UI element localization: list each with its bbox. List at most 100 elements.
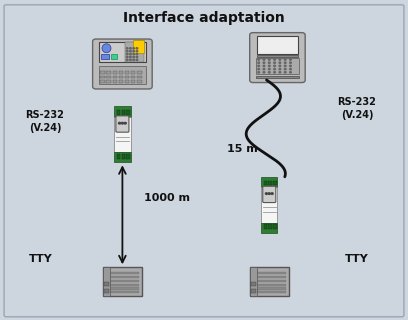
FancyBboxPatch shape (264, 180, 267, 185)
Circle shape (263, 62, 265, 63)
FancyBboxPatch shape (273, 225, 277, 229)
Circle shape (284, 62, 286, 63)
Circle shape (130, 53, 131, 55)
FancyBboxPatch shape (273, 180, 277, 185)
Circle shape (268, 193, 270, 194)
FancyBboxPatch shape (103, 267, 110, 296)
FancyBboxPatch shape (4, 5, 404, 317)
Circle shape (136, 59, 138, 60)
FancyBboxPatch shape (268, 180, 272, 185)
FancyBboxPatch shape (104, 282, 109, 286)
Circle shape (133, 51, 135, 52)
Circle shape (279, 65, 281, 67)
Circle shape (274, 68, 275, 70)
FancyBboxPatch shape (125, 71, 129, 74)
FancyBboxPatch shape (256, 58, 299, 74)
FancyBboxPatch shape (117, 154, 120, 158)
FancyBboxPatch shape (105, 284, 140, 286)
Circle shape (258, 59, 259, 60)
FancyBboxPatch shape (251, 282, 256, 286)
Circle shape (130, 59, 131, 60)
Circle shape (136, 56, 138, 58)
Circle shape (258, 68, 259, 70)
FancyBboxPatch shape (125, 76, 129, 78)
FancyBboxPatch shape (252, 291, 286, 293)
Ellipse shape (102, 44, 111, 53)
FancyBboxPatch shape (105, 280, 140, 282)
Circle shape (266, 193, 268, 194)
FancyBboxPatch shape (131, 71, 135, 74)
Circle shape (268, 62, 270, 63)
FancyBboxPatch shape (105, 291, 140, 293)
FancyBboxPatch shape (113, 76, 117, 78)
FancyBboxPatch shape (125, 80, 129, 83)
Circle shape (268, 65, 270, 67)
FancyBboxPatch shape (116, 116, 129, 132)
FancyBboxPatch shape (100, 80, 105, 83)
Circle shape (268, 68, 270, 70)
Circle shape (133, 56, 135, 58)
FancyBboxPatch shape (103, 267, 142, 296)
Circle shape (274, 72, 275, 73)
Circle shape (279, 59, 281, 60)
Circle shape (284, 72, 286, 73)
FancyBboxPatch shape (99, 42, 146, 62)
FancyBboxPatch shape (125, 42, 144, 62)
FancyBboxPatch shape (252, 284, 286, 286)
Circle shape (126, 51, 128, 52)
FancyBboxPatch shape (131, 80, 135, 83)
Circle shape (284, 68, 286, 70)
Text: RS-232: RS-232 (337, 97, 377, 108)
FancyBboxPatch shape (122, 154, 125, 158)
FancyBboxPatch shape (137, 80, 142, 83)
FancyBboxPatch shape (119, 71, 123, 74)
Circle shape (274, 59, 275, 60)
Circle shape (263, 65, 265, 67)
FancyBboxPatch shape (114, 152, 131, 163)
FancyBboxPatch shape (114, 106, 131, 117)
FancyBboxPatch shape (113, 80, 117, 83)
FancyBboxPatch shape (261, 177, 277, 187)
Circle shape (130, 48, 131, 49)
FancyBboxPatch shape (101, 54, 109, 59)
Text: (V.24): (V.24) (341, 110, 373, 120)
FancyBboxPatch shape (99, 66, 146, 84)
Text: RS-232: RS-232 (25, 110, 64, 120)
FancyBboxPatch shape (251, 289, 256, 293)
FancyBboxPatch shape (264, 225, 267, 229)
Circle shape (126, 59, 128, 60)
FancyBboxPatch shape (100, 71, 105, 74)
Circle shape (258, 62, 259, 63)
Circle shape (136, 53, 138, 55)
FancyBboxPatch shape (111, 54, 117, 59)
Circle shape (284, 59, 286, 60)
FancyBboxPatch shape (250, 33, 305, 83)
Circle shape (290, 68, 291, 70)
Circle shape (290, 59, 291, 60)
Circle shape (122, 122, 123, 124)
Circle shape (136, 48, 138, 49)
Text: 1000 m: 1000 m (144, 193, 190, 204)
Circle shape (279, 68, 281, 70)
FancyBboxPatch shape (268, 225, 272, 229)
FancyBboxPatch shape (250, 267, 257, 296)
Circle shape (263, 59, 265, 60)
FancyBboxPatch shape (106, 76, 111, 78)
FancyBboxPatch shape (105, 276, 140, 278)
FancyBboxPatch shape (104, 289, 109, 293)
Circle shape (130, 56, 131, 58)
FancyBboxPatch shape (113, 71, 117, 74)
FancyBboxPatch shape (119, 76, 123, 78)
FancyBboxPatch shape (261, 223, 277, 233)
Text: (V.24): (V.24) (29, 123, 61, 133)
Circle shape (258, 72, 259, 73)
FancyBboxPatch shape (119, 80, 123, 83)
FancyBboxPatch shape (105, 287, 140, 290)
Text: TTY: TTY (345, 254, 369, 264)
Circle shape (290, 62, 291, 63)
Circle shape (268, 72, 270, 73)
Circle shape (274, 65, 275, 67)
FancyBboxPatch shape (257, 36, 298, 54)
FancyBboxPatch shape (122, 110, 125, 115)
FancyBboxPatch shape (131, 76, 135, 78)
